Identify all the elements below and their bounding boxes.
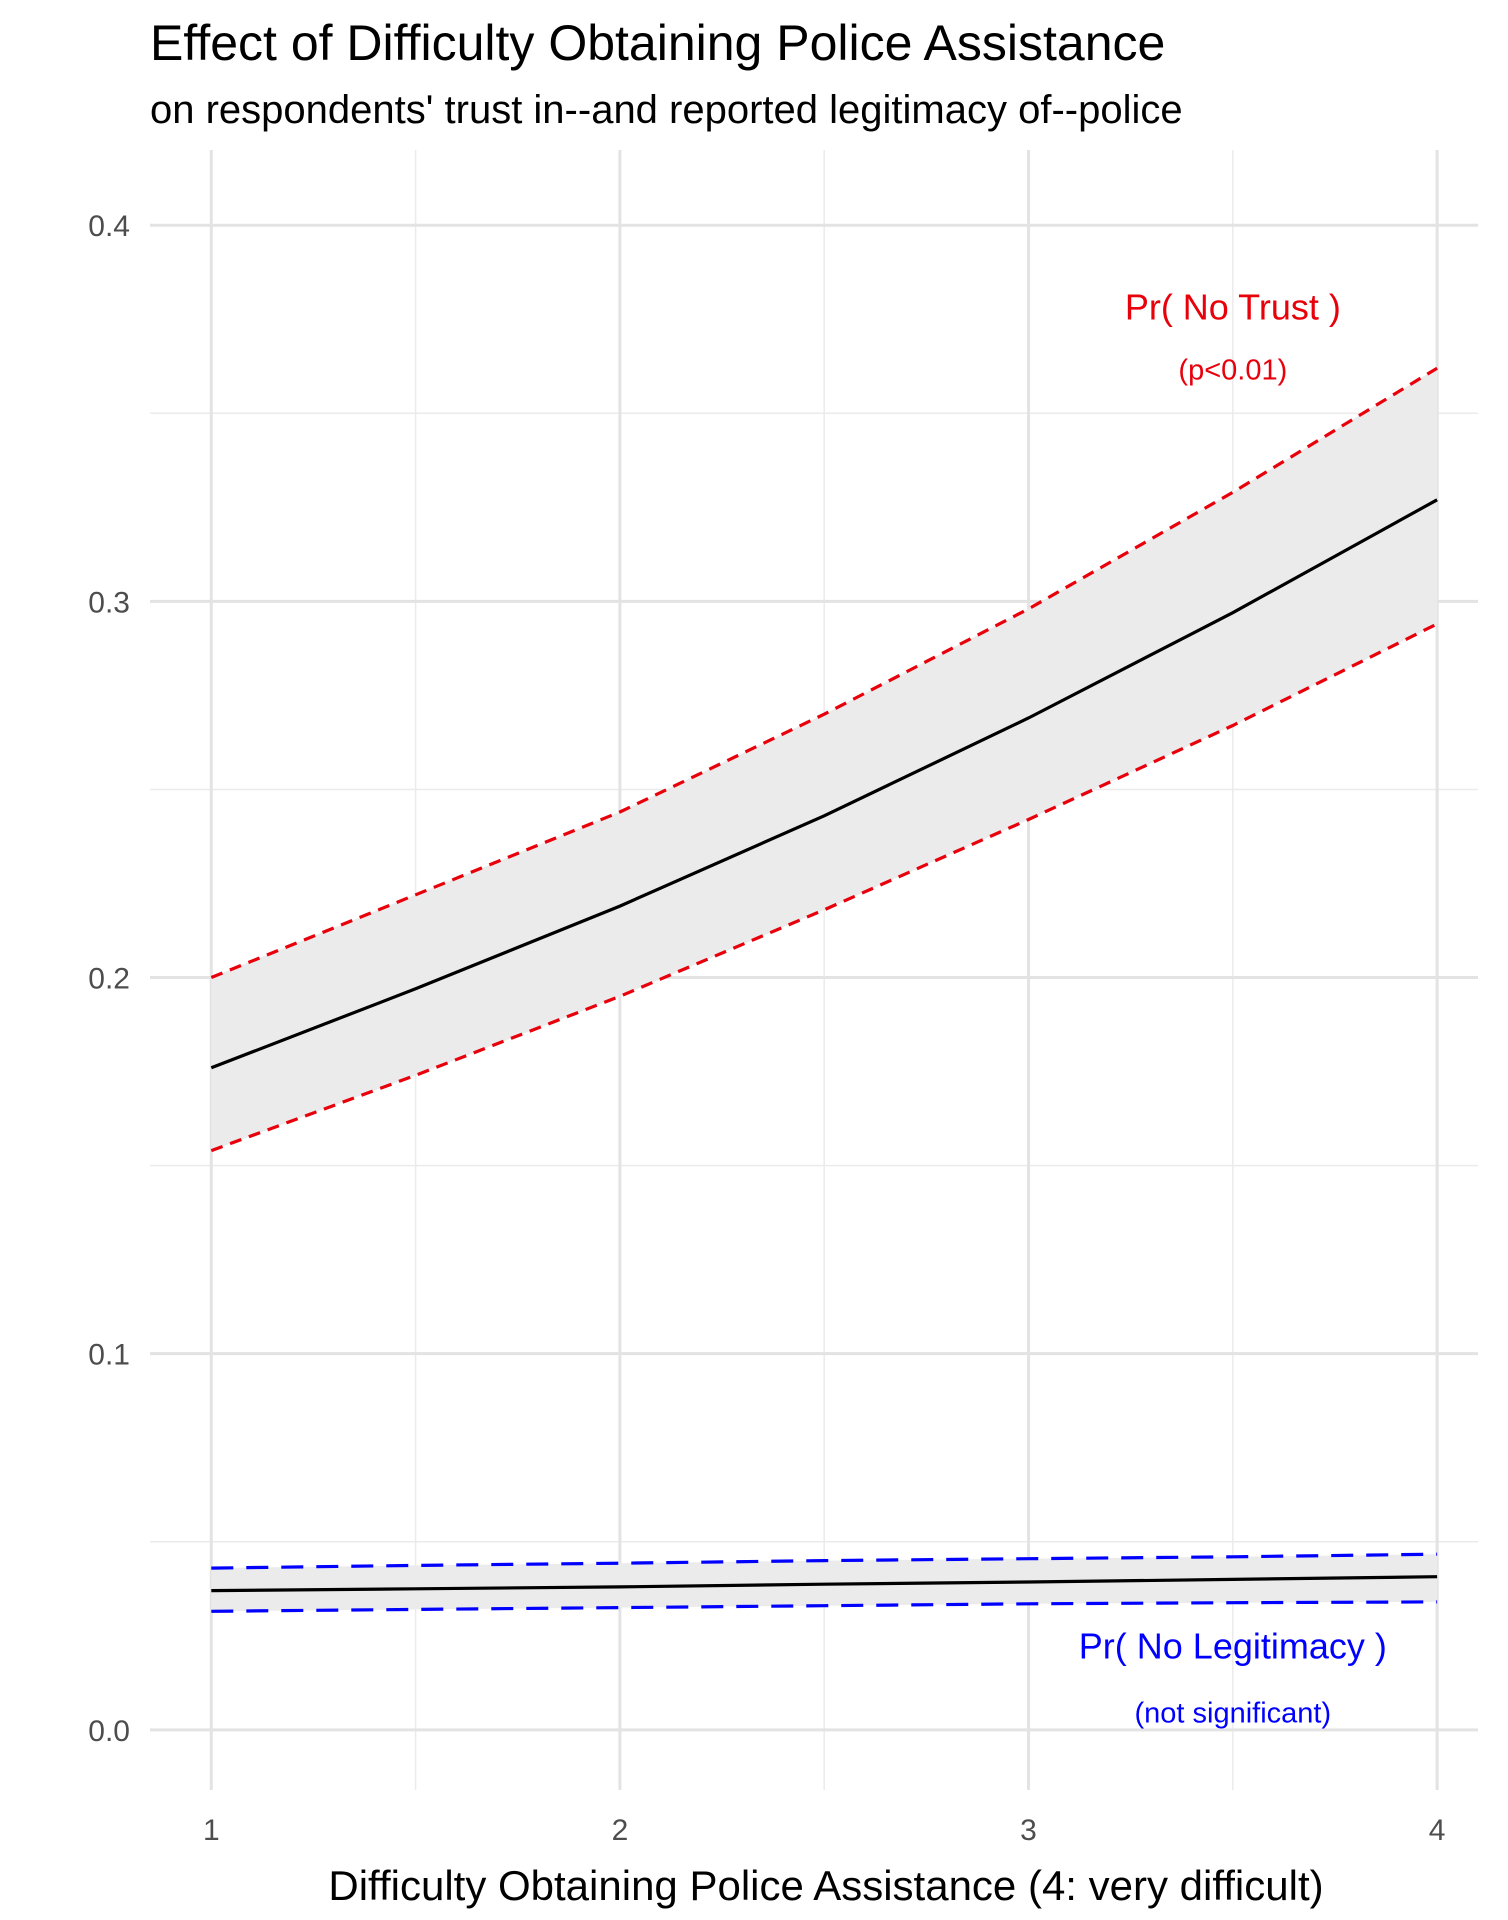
estimate-line <box>210 498 1438 1070</box>
estimate-line <box>211 1575 1438 1593</box>
x-tick-label: 3 <box>1020 1814 1037 1847</box>
annotation-label: (p<0.01) <box>1178 354 1287 386</box>
chart-subtitle: on respondents' trust in--and reported l… <box>150 88 1183 132</box>
upper-bound-line <box>211 1552 1438 1570</box>
annotation-layer: Pr( No Trust ) (p<0.01) Pr( No Legitimacy … <box>1079 286 1387 1729</box>
y-tick-label: 0.4 <box>88 210 130 243</box>
x-tick-label: 2 <box>612 1814 629 1847</box>
y-tick-label: 0.2 <box>88 963 130 996</box>
grid-layer <box>150 150 1478 1790</box>
upper-bound-line <box>210 366 1438 979</box>
x-tick-label: 4 <box>1429 1814 1446 1847</box>
lower-bound-line <box>210 622 1438 1153</box>
confidence-ribbon <box>211 368 1438 1151</box>
x-tick-label: 1 <box>203 1814 220 1847</box>
lower-bound-line <box>211 1600 1438 1613</box>
annotation-label: Pr( No Legitimacy ) <box>1079 1625 1387 1666</box>
annotation-label: Pr( No Trust ) <box>1125 286 1341 327</box>
tick-layer: 1 2 3 4 0.0 0.1 0.2 0.3 0.4 <box>88 210 1445 1847</box>
y-tick-label: 0.0 <box>88 1715 130 1748</box>
chart-title: Effect of Difficulty Obtaining Police As… <box>150 15 1166 71</box>
y-tick-label: 0.1 <box>88 1339 130 1372</box>
line-layer <box>210 366 1438 1613</box>
annotation-label: (not significant) <box>1135 1697 1332 1729</box>
x-axis-label: Difficulty Obtaining Police Assistance (… <box>328 1862 1323 1909</box>
y-tick-label: 0.3 <box>88 586 130 619</box>
